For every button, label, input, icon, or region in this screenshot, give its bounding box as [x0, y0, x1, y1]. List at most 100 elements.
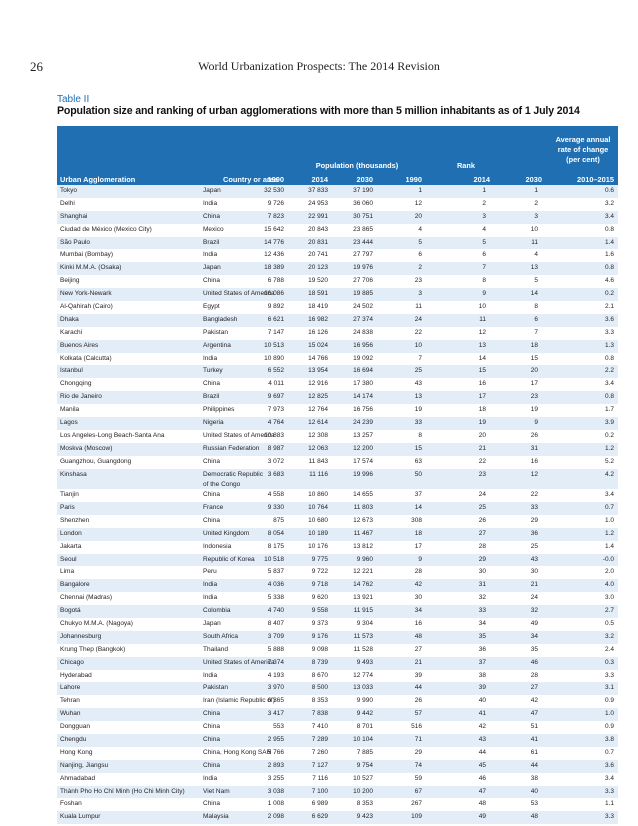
pop-2030-cell: 9 990: [356, 697, 373, 705]
pop-1990-cell: 6 552: [267, 367, 284, 375]
pop-2030-cell: 10 200: [353, 787, 373, 795]
rate-cell: 3.0: [604, 594, 614, 602]
agglomeration-cell: Rio de Janeiro: [60, 393, 102, 401]
pop-2014-cell: 12 916: [308, 380, 328, 388]
agglomeration-cell: Al-Qahirah (Cairo): [60, 303, 113, 311]
rank-2014-cell: 12: [478, 328, 486, 336]
table-row: Lagos Nigeria 4 764 12 614 24 239 33 19 9 3.9: [57, 417, 618, 430]
pop-1990-cell: 7 147: [267, 328, 284, 336]
agglomeration-cell: Foshan: [60, 800, 82, 808]
rate-cell: 1.7: [604, 406, 614, 414]
rate-cell: 0.9: [604, 723, 614, 731]
rank-2030-cell: 38: [530, 774, 538, 782]
pop-1990-cell: 4 740: [267, 607, 284, 615]
pop-2030-cell: 13 812: [353, 542, 373, 550]
country-cell: United States of America: [203, 290, 275, 298]
country-cell: China: [203, 736, 220, 744]
country-cell: Turkey: [203, 367, 223, 375]
rank-2030-cell: 33: [530, 503, 538, 511]
pop-2014-cell: 11 843: [308, 457, 328, 465]
agglomeration-cell: Wuhan: [60, 710, 81, 718]
pop-2014-cell: 12 614: [308, 419, 328, 427]
rate-cell: 3.4: [604, 212, 614, 220]
agglomeration-cell: Chukyo M.M.A. (Nagoya): [60, 620, 133, 627]
pop-1990-cell: 3 072: [267, 457, 284, 465]
pop-1990-cell: 10 883: [264, 431, 284, 439]
rate-cell: 4.2: [604, 470, 614, 478]
rank-2014-cell: 15: [478, 367, 486, 375]
rank-2030-cell: 49: [530, 620, 538, 627]
rate-cell: 2.2: [604, 367, 614, 375]
rank-1990-cell: 48: [414, 632, 422, 640]
rank-2030-cell: 20: [530, 367, 538, 375]
table-row: Buenos Aires Argentina 10 513 15 024 16 956 1…: [57, 339, 618, 353]
rank-2014-cell: 34: [478, 620, 486, 627]
pop-1990-cell: 4 011: [268, 380, 284, 388]
rank-2014-cell: 26: [478, 516, 486, 524]
country-cell: France: [203, 503, 224, 511]
rank-2014-cell: 10: [478, 303, 486, 311]
rank-1990-cell: 12: [414, 199, 422, 207]
pop-1990-cell: 18 389: [264, 264, 284, 272]
country-cell: China: [203, 380, 220, 388]
pop-1990-cell: 5 338: [267, 594, 284, 602]
page-header: 26 World Urbanization Prospects: The 201…: [30, 59, 608, 74]
header-avg-rate: Average annual rate of change (per cent): [555, 135, 611, 164]
rate-cell: 0.8: [604, 354, 614, 362]
country-cell: Mexico: [203, 225, 224, 233]
rank-2030-cell: 9: [534, 419, 538, 427]
pop-2030-cell: 8 701: [356, 723, 373, 731]
pop-2014-cell: 8 353: [311, 697, 328, 705]
pop-2030-cell: 19 092: [353, 354, 373, 362]
rank-2014-cell: 47: [478, 787, 486, 795]
pop-1990-cell: 6 788: [267, 277, 284, 285]
rate-cell: 3.9: [604, 419, 614, 427]
rank-1990-cell: 30: [414, 594, 422, 602]
agglomeration-cell: Beijing: [60, 277, 80, 285]
country-line-2: of the Congo: [203, 480, 241, 488]
country-cell: Democratic Republic of the Congo: [203, 469, 263, 490]
rank-1990-cell: 267: [411, 800, 422, 808]
header-rank-group: Rank: [456, 161, 476, 170]
pop-2014-cell: 12 063: [308, 444, 328, 452]
pop-1990-cell: 2 893: [267, 761, 284, 769]
pop-2030-cell: 19 976: [353, 264, 373, 272]
rank-1990-cell: 42: [414, 581, 422, 589]
rate-cell: 1.4: [604, 238, 614, 246]
rank-1990-cell: 37: [414, 491, 422, 499]
rate-cell: 4.6: [604, 277, 614, 285]
rank-2030-cell: 48: [530, 813, 538, 821]
table-row: New York-Newark United States of America 1…: [57, 288, 618, 302]
running-title: World Urbanization Prospects: The 2014 R…: [198, 59, 440, 73]
rank-2014-cell: 46: [478, 774, 486, 782]
pop-2030-cell: 13 257: [353, 431, 373, 439]
pop-2030-cell: 8 353: [356, 800, 373, 808]
pop-1990-cell: 5 766: [267, 748, 284, 756]
table-row: Lima Peru 5 837 9 722 12 221 28 30 30 2.0: [57, 566, 618, 579]
pop-1990-cell: 3 255: [267, 774, 284, 782]
rank-1990-cell: 8: [418, 431, 422, 439]
pop-2014-cell: 11 116: [309, 470, 328, 478]
rank-1990-cell: 109: [411, 813, 422, 821]
rank-1990-cell: 29: [414, 748, 422, 756]
pop-2014-cell: 10 764: [308, 503, 328, 511]
table-row: Chukyo M.M.A. (Nagoya) Japan 8 407 9 373 9 3…: [57, 618, 618, 631]
rank-2030-cell: 6: [534, 315, 538, 323]
pop-2014-cell: 12 308: [308, 431, 328, 439]
rank-2030-cell: 34: [530, 632, 538, 640]
rate-cell: 0.8: [604, 225, 614, 233]
country-cell: Indonesia: [203, 542, 232, 550]
rank-2014-cell: 19: [478, 419, 486, 427]
rate-cell: 3.8: [604, 736, 614, 744]
table-row: Lahore Pakistan 3 970 8 500 13 033 44 39 27 3.1: [57, 682, 618, 696]
agglomeration-cell: Shenzhen: [60, 516, 90, 524]
table-label: Table II: [57, 94, 90, 105]
rank-1990-cell: 9: [418, 555, 422, 563]
agglomeration-cell: Krung Thep (Bangkok): [60, 645, 126, 653]
pop-2014-cell: 20 831: [308, 238, 328, 246]
header-pop-2014: 2014: [311, 175, 328, 184]
rank-2030-cell: 36: [530, 529, 538, 537]
rank-1990-cell: 39: [414, 671, 422, 679]
pop-2030-cell: 24 239: [353, 419, 373, 427]
pop-2030-cell: 19 996: [353, 470, 373, 478]
